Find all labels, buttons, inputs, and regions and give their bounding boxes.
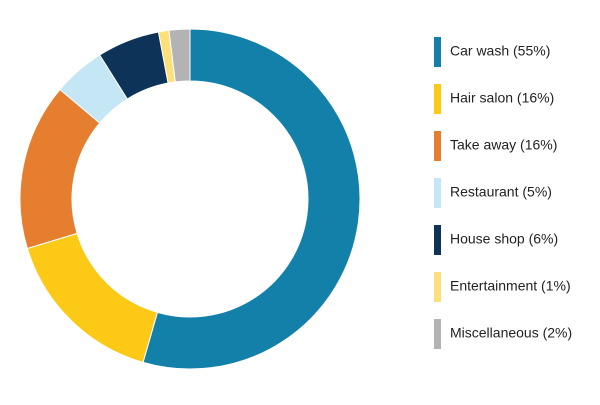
- legend-label: Hair salon (16%): [450, 90, 554, 106]
- legend-label: Car wash (55%): [450, 43, 550, 59]
- legend-swatch: [434, 131, 441, 161]
- legend-swatch: [434, 272, 441, 302]
- legend-label: Miscellaneous (2%): [450, 325, 572, 341]
- legend-swatch: [434, 84, 441, 114]
- legend-label: House shop (6%): [450, 231, 558, 247]
- legend-swatch: [434, 319, 441, 349]
- donut-slice: [142, 28, 361, 370]
- legend-label: Entertainment (1%): [450, 278, 571, 294]
- donut-slice: [26, 232, 159, 364]
- donut-slice: [168, 28, 191, 83]
- legend-swatch: [434, 37, 441, 67]
- legend-swatch: [434, 178, 441, 208]
- legend-label: Take away (16%): [450, 137, 557, 153]
- legend-swatch: [434, 225, 441, 255]
- legend-label: Restaurant (5%): [450, 184, 552, 200]
